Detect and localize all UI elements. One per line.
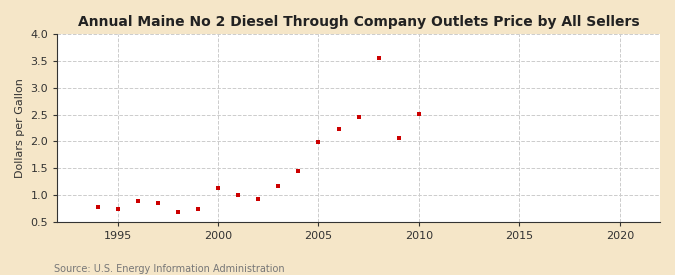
Title: Annual Maine No 2 Diesel Through Company Outlets Price by All Sellers: Annual Maine No 2 Diesel Through Company… bbox=[78, 15, 639, 29]
Text: Source: U.S. Energy Information Administration: Source: U.S. Energy Information Administ… bbox=[54, 264, 285, 274]
Y-axis label: Dollars per Gallon: Dollars per Gallon bbox=[15, 78, 25, 178]
